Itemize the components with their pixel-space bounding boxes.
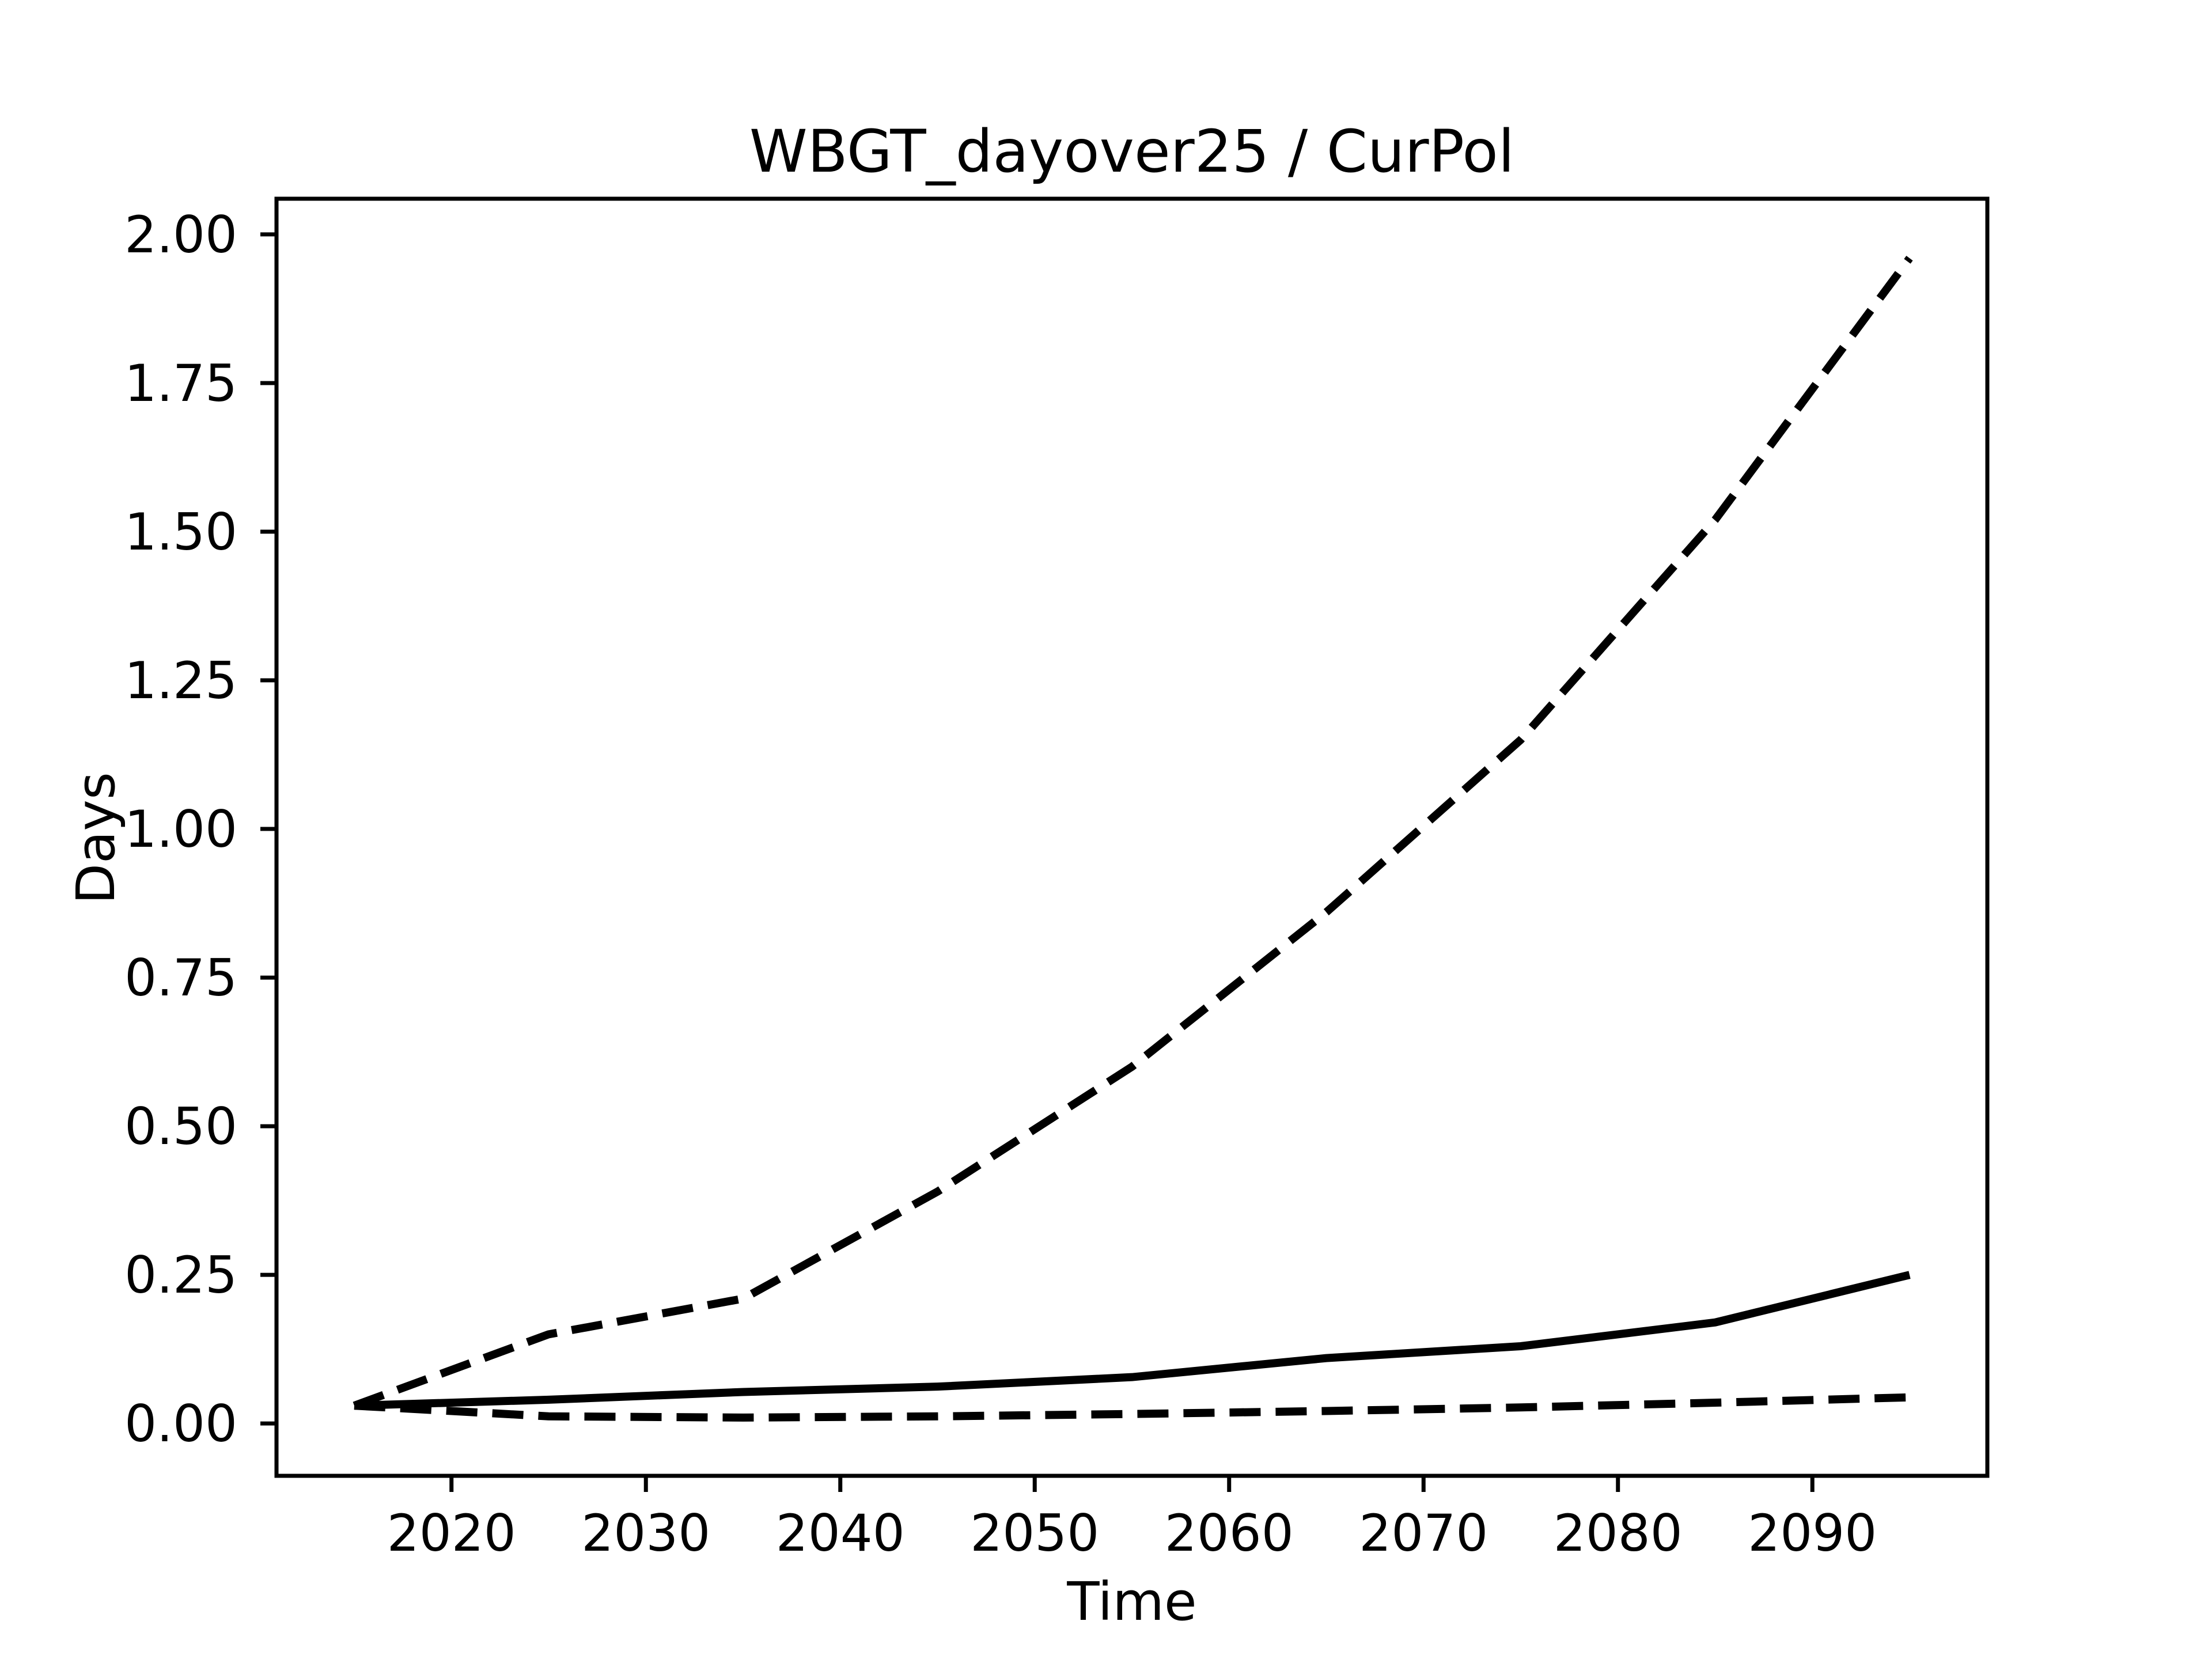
y-tick-label: 1.75: [124, 354, 237, 413]
x-tick-label: 2020: [387, 1503, 516, 1563]
y-tick-label: 0.75: [124, 948, 237, 1007]
y-tick-label: 1.25: [124, 651, 237, 710]
x-tick-label: 2030: [581, 1503, 710, 1563]
y-tick-label: 1.00: [124, 800, 237, 859]
y-tick-label: 0.25: [124, 1245, 237, 1305]
x-tick-label: 2040: [776, 1503, 905, 1563]
x-tick-label: 2090: [1748, 1503, 1877, 1563]
axis-tick-labels: 2020 2030 2040 2050 2060 2070 2080 2090 0.00 0.25…: [124, 205, 1877, 1563]
x-tick-label: 2060: [1165, 1503, 1294, 1563]
plot-frame: [274, 196, 1990, 1478]
series-lower-dashed-line: [354, 1393, 1910, 1422]
series-solid-middle-line: [354, 1271, 1911, 1410]
y-tick-label: 0.00: [124, 1394, 237, 1453]
axis-ticks: [260, 232, 1815, 1492]
chart-title: WBGT_dayover25 / CurPol: [749, 118, 1514, 186]
series-upper-dashed-line: [353, 256, 1913, 1410]
y-tick-label: 0.50: [124, 1097, 237, 1156]
x-tick-label: 2050: [970, 1503, 1099, 1563]
y-tick-label: 2.00: [124, 205, 237, 264]
y-tick-label: 1.50: [124, 502, 237, 562]
x-tick-label: 2080: [1554, 1503, 1683, 1563]
x-axis-label: Time: [1066, 1571, 1196, 1633]
data-series: [353, 256, 1913, 1422]
x-tick-label: 2070: [1359, 1503, 1488, 1563]
y-axis-label: Days: [65, 772, 127, 904]
